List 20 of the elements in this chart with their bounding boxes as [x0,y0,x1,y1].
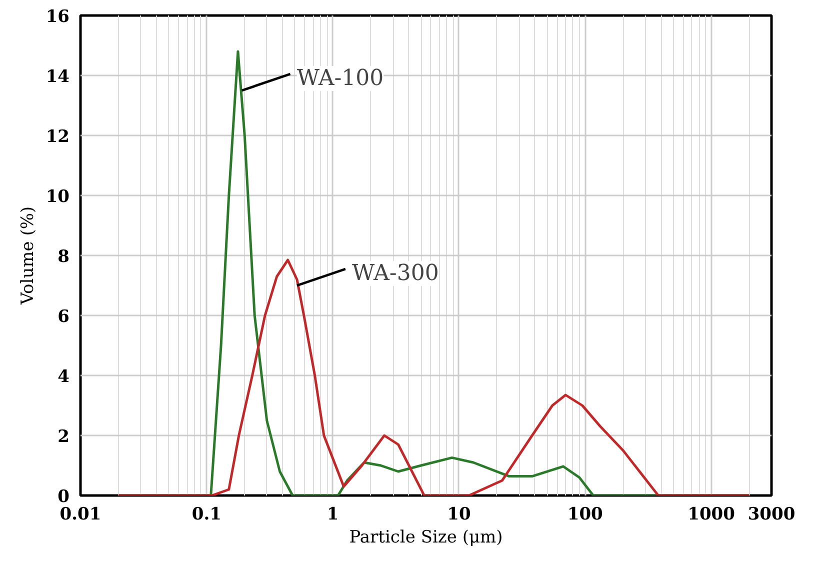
x-tick-label: 10 [447,504,471,524]
annotation: WA-300 [352,261,439,286]
x-tick-label: 100 [567,504,604,524]
y-tick-label: 14 [46,67,70,87]
y-tick-label: 16 [46,7,70,27]
y-tick-label: 4 [58,367,70,387]
y-tick-label: 6 [58,307,70,327]
x-axis-title: Particle Size (μm) [349,528,503,548]
annotation: WA-100 [296,66,384,91]
y-tick-label: 12 [46,127,70,147]
x-tick-label: 0.01 [60,504,102,524]
y-tick-label: 8 [58,247,70,267]
y-tick-label: 2 [58,427,70,447]
y-axis-title: Volume (%) [18,206,38,306]
x-tick-label: 3000 [748,504,796,524]
y-tick-label: 0 [58,487,70,507]
x-tick-label: 1000 [688,504,736,524]
x-tick-label: 0.1 [192,504,222,524]
x-tick-label: 1 [326,504,339,524]
y-tick-label: 10 [46,187,70,207]
